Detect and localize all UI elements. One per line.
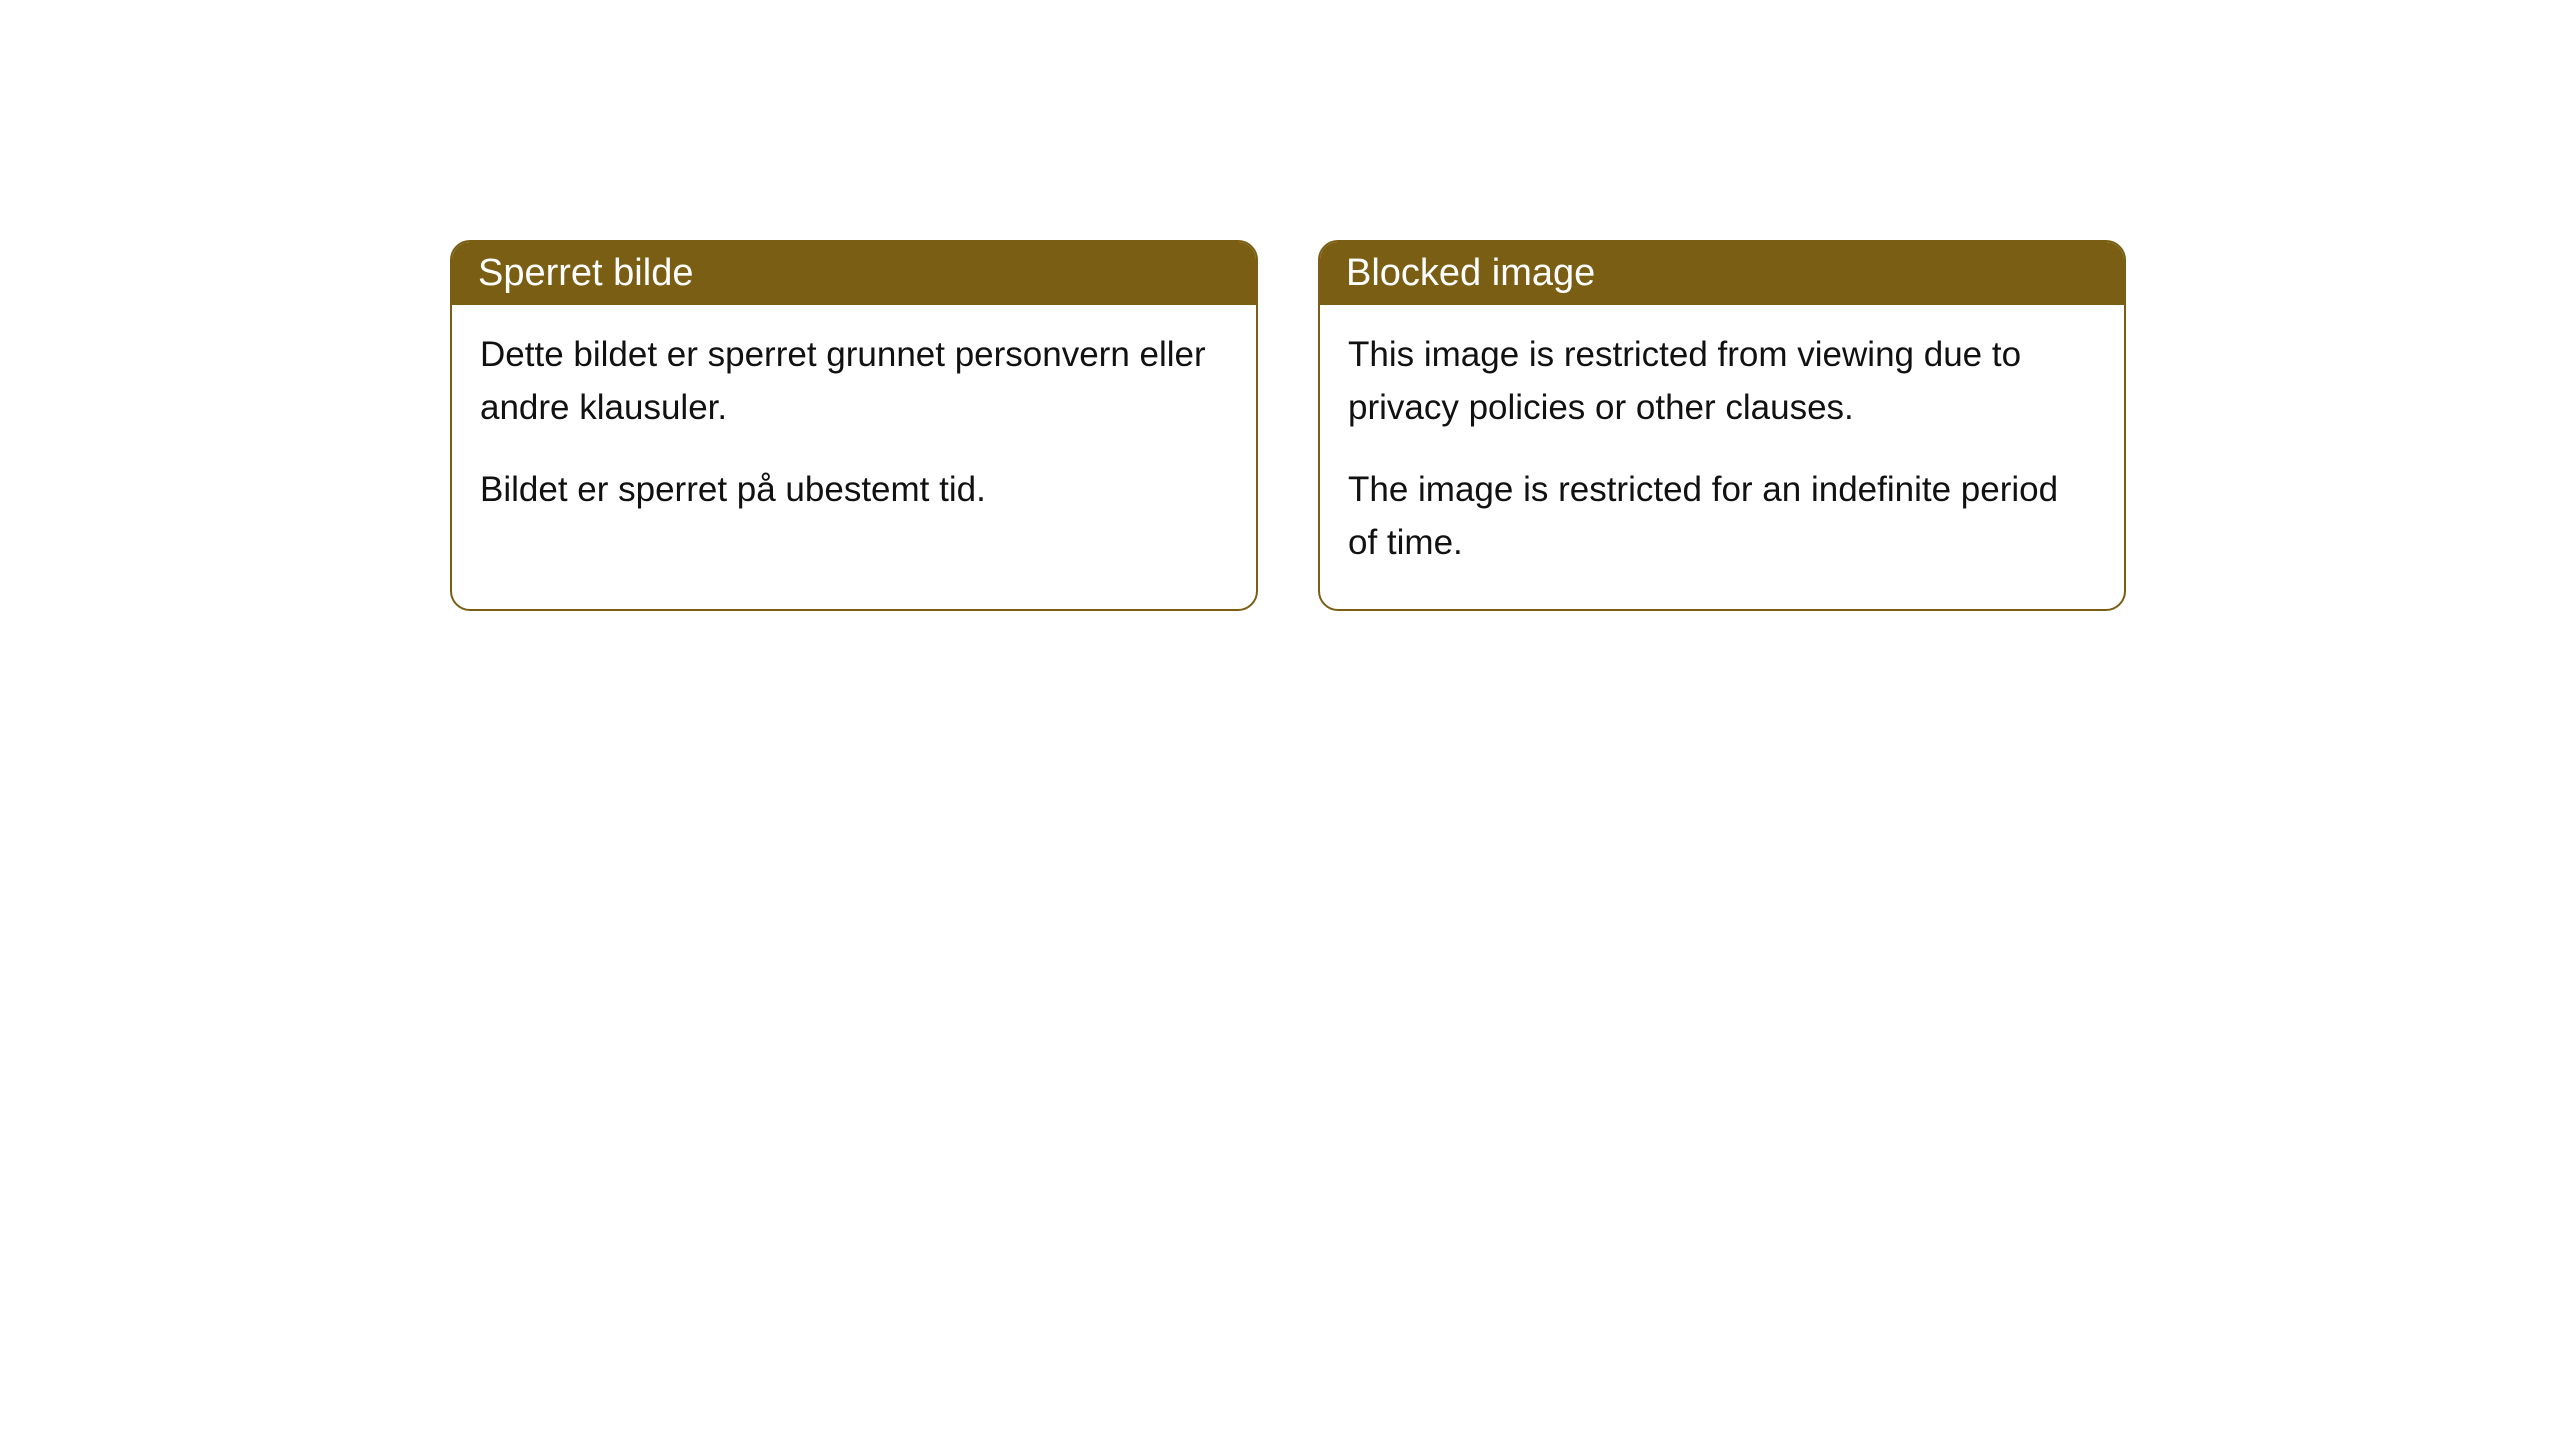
card-title: Sperret bilde bbox=[478, 252, 693, 294]
card-body: This image is restricted from viewing du… bbox=[1320, 305, 2124, 609]
card-paragraph-1: This image is restricted from viewing du… bbox=[1348, 329, 2096, 434]
card-title: Blocked image bbox=[1346, 252, 1595, 294]
notice-cards-container: Sperret bilde Dette bildet er sperret gr… bbox=[0, 0, 2560, 611]
card-paragraph-1: Dette bildet er sperret grunnet personve… bbox=[480, 329, 1228, 434]
card-paragraph-2: Bildet er sperret på ubestemt tid. bbox=[480, 464, 1228, 517]
card-header: Blocked image bbox=[1320, 242, 2124, 305]
card-header: Sperret bilde bbox=[452, 242, 1256, 305]
card-body: Dette bildet er sperret grunnet personve… bbox=[452, 305, 1256, 557]
notice-card-english: Blocked image This image is restricted f… bbox=[1318, 240, 2126, 611]
notice-card-norwegian: Sperret bilde Dette bildet er sperret gr… bbox=[450, 240, 1258, 611]
card-paragraph-2: The image is restricted for an indefinit… bbox=[1348, 464, 2096, 569]
